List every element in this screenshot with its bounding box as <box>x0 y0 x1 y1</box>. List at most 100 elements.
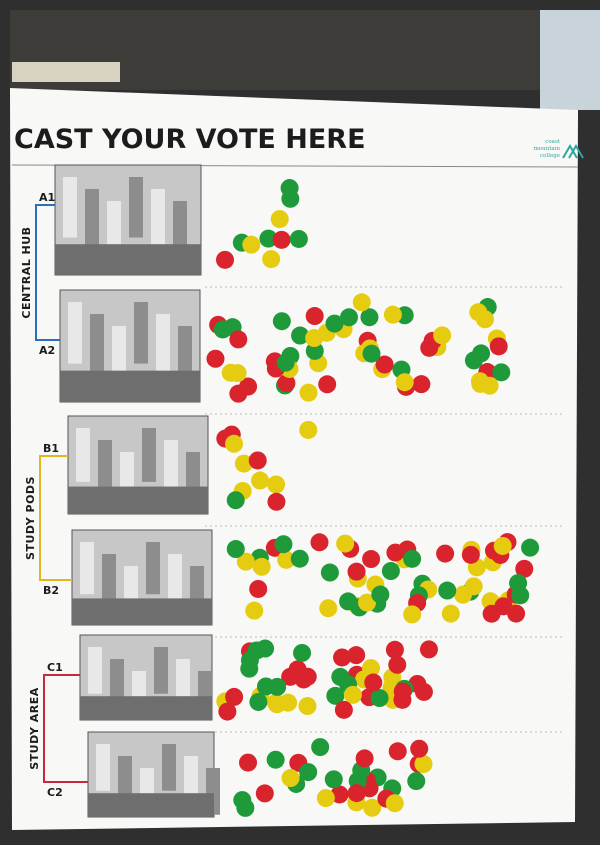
sticker-dot <box>415 755 433 773</box>
sticker-dot <box>442 605 460 623</box>
sticker-dot <box>472 344 490 362</box>
rendering-detail <box>142 428 156 482</box>
sticker-dot <box>273 231 291 249</box>
sticker-dot <box>481 377 499 395</box>
sticker-dot <box>298 697 316 715</box>
sticker-dot <box>229 364 247 382</box>
sticker-dot <box>454 586 472 604</box>
sticker-dot <box>206 350 224 368</box>
sticker-dot <box>356 749 374 767</box>
sticker-dot <box>511 586 529 604</box>
sticker-dot <box>386 794 404 812</box>
sticker-dot <box>344 686 362 704</box>
sticker-dot <box>214 320 232 338</box>
rendering-detail <box>162 744 176 791</box>
sticker-dot <box>305 329 323 347</box>
sticker-dot <box>420 640 438 658</box>
sticker-dot <box>239 754 257 772</box>
sticker-dot <box>227 491 245 509</box>
sticker-dot <box>410 740 428 758</box>
group-label: STUDY PODS <box>24 476 37 560</box>
rendering-detail <box>88 647 102 694</box>
sticker-dot <box>321 564 339 582</box>
rendering-detail <box>129 177 143 238</box>
sticker-dot <box>394 682 412 700</box>
sticker-dot <box>291 550 309 568</box>
logo-text: coast <box>545 139 560 145</box>
sticker-dot <box>299 763 317 781</box>
sticker-dot <box>384 306 402 324</box>
sticker-dot <box>339 592 357 610</box>
sticker-dot <box>282 769 300 787</box>
sticker-dot <box>364 674 382 692</box>
option-label: A1 <box>39 191 55 204</box>
rendering-detail <box>164 440 178 494</box>
rendering-detail <box>146 542 160 594</box>
rendering-detail <box>80 542 94 594</box>
sticker-dot <box>218 703 236 721</box>
sticker-dot <box>436 545 454 563</box>
option-label: B2 <box>43 584 59 597</box>
sticker-dot <box>310 533 328 551</box>
sticker-dot <box>249 693 267 711</box>
sticker-dot <box>279 694 297 712</box>
sticker-dot <box>389 742 407 760</box>
sticker-dot <box>262 250 280 268</box>
sticker-dot <box>236 799 254 817</box>
rendering-floor <box>88 793 214 817</box>
photo: CAST YOUR VOTE HERE coast mountain colle… <box>0 0 600 845</box>
sticker-dot <box>333 648 351 666</box>
sticker-dot <box>438 582 456 600</box>
sticker-dot <box>253 558 271 576</box>
sticker-dot <box>507 605 525 623</box>
rendering-detail <box>96 744 110 791</box>
sticker-dot <box>267 475 285 493</box>
sticker-dot <box>490 337 508 355</box>
sticker-dot <box>403 550 421 568</box>
rendering-detail <box>151 189 165 250</box>
sticker-dot <box>462 546 480 564</box>
rendering-detail <box>156 314 170 376</box>
sticker-dot <box>494 537 512 555</box>
sticker-dot <box>336 535 354 553</box>
sticker-dot <box>319 599 337 617</box>
sticker-dot <box>371 586 389 604</box>
rendering-detail <box>154 647 168 694</box>
option-label: C2 <box>47 786 63 799</box>
sticker-dot <box>407 772 425 790</box>
sticker-dot <box>300 384 318 402</box>
sticker-dot <box>386 544 404 562</box>
sticker-dot <box>340 308 358 326</box>
rendering-floor <box>72 598 212 625</box>
rendering-detail <box>85 189 99 250</box>
sticker-dot <box>281 179 299 197</box>
rendering-floor <box>68 487 208 514</box>
sticker-dot <box>396 373 414 391</box>
sticker-dot <box>306 307 324 325</box>
sticker-dot <box>353 293 371 311</box>
title: CAST YOUR VOTE HERE <box>14 124 366 155</box>
rendering-detail <box>98 440 112 494</box>
sticker-dot <box>318 375 336 393</box>
sticker-dot <box>325 770 343 788</box>
sticker-dot <box>483 605 501 623</box>
sticker-dot <box>412 375 430 393</box>
sticker-dot <box>362 550 380 568</box>
sticker-dot <box>274 535 292 553</box>
sticker-dot <box>311 738 329 756</box>
sticker-dot <box>299 421 317 439</box>
logo-text: mountain <box>534 146 561 152</box>
sticker-dot <box>335 701 353 719</box>
sticker-dot <box>273 312 291 330</box>
group-label: CENTRAL HUB <box>20 226 33 318</box>
sticker-dot <box>317 789 335 807</box>
sticker-dot <box>348 563 366 581</box>
rendering-detail <box>63 177 77 238</box>
group-label: STUDY AREA <box>28 687 41 770</box>
rendering-floor <box>80 696 212 720</box>
sticker-dot <box>241 651 259 669</box>
sticker-dot <box>433 326 451 344</box>
sticker-dot <box>225 435 243 453</box>
rendering-floor <box>55 244 201 275</box>
sticker-dot <box>388 656 406 674</box>
